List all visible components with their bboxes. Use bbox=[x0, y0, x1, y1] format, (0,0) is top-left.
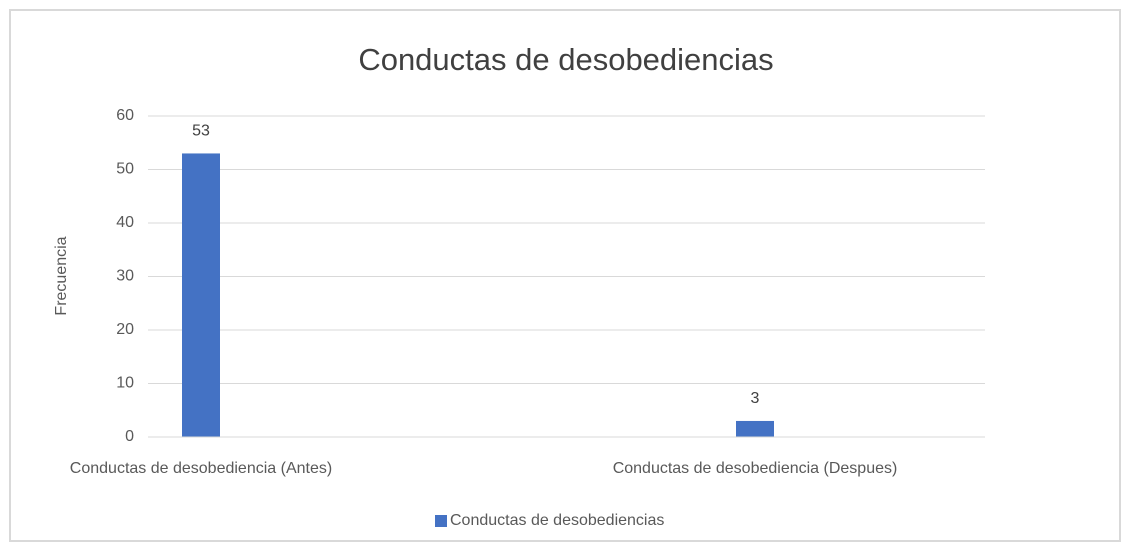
legend-label: Conductas de desobediencias bbox=[450, 512, 664, 529]
y-tick-label: 0 bbox=[125, 428, 134, 445]
x-tick-label: Conductas de desobediencia (Despues) bbox=[613, 460, 898, 477]
chart-title: Conductas de desobediencias bbox=[358, 42, 773, 77]
data-label: 53 bbox=[192, 123, 210, 140]
y-tick-label: 60 bbox=[116, 107, 134, 124]
y-tick-label: 30 bbox=[116, 268, 134, 285]
y-tick-label: 40 bbox=[116, 214, 134, 231]
y-axis-title: Frecuencia bbox=[53, 236, 70, 315]
y-tick-label: 10 bbox=[116, 375, 134, 392]
bar bbox=[182, 153, 220, 437]
data-label: 3 bbox=[751, 390, 760, 407]
y-tick-label: 50 bbox=[116, 161, 134, 178]
bar bbox=[736, 420, 774, 437]
legend-swatch bbox=[435, 515, 447, 527]
x-tick-label: Conductas de desobediencia (Antes) bbox=[70, 460, 332, 477]
y-tick-label: 20 bbox=[116, 321, 134, 338]
